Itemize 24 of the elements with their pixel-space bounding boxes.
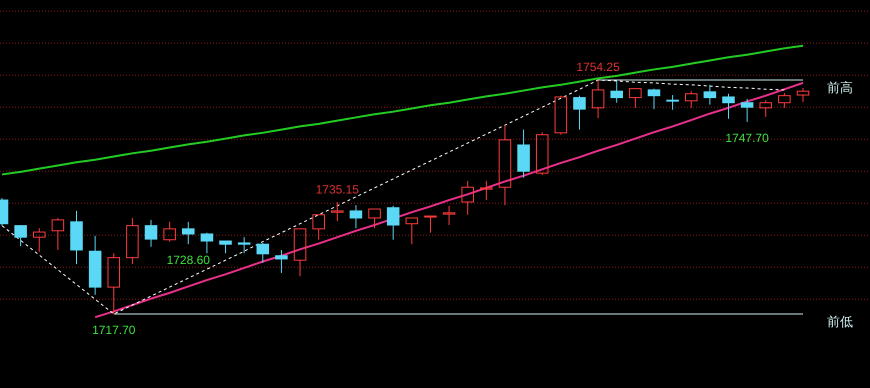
annotation: 1754.25 [576,60,620,74]
annotation: 1747.70 [725,130,770,145]
series-label: 前高 [827,80,853,95]
candlestick [480,180,493,201]
candlestick [88,235,102,296]
candlestick [684,90,698,108]
candlestick [350,204,362,229]
candlestick [182,221,195,245]
candlestick [517,129,530,178]
candlestick [442,205,456,226]
candlestick [32,228,46,252]
candlestick [70,210,83,265]
candlestick [610,80,623,104]
series-label: 前低 [827,314,853,329]
annotation: 1717.70 [92,323,136,337]
candlestick [704,84,716,106]
candlestick [238,236,250,254]
annotation: 1728.60 [166,253,210,268]
candlestick [126,217,139,265]
candlestick [592,80,604,119]
candlestick [331,202,344,222]
annotation: 1735.15 [316,182,360,196]
candlestick [666,94,679,110]
candlestick [498,124,512,206]
